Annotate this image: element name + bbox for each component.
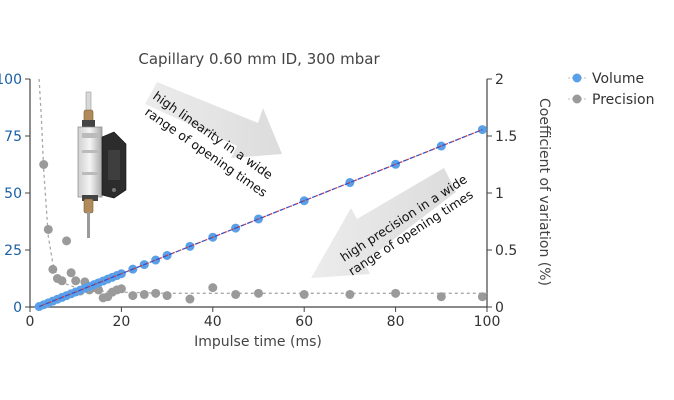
x-tick-label: 40 [204, 314, 222, 330]
x-axis-label: Impulse time (ms) [194, 334, 322, 350]
data-point-precision [208, 283, 218, 293]
y-tick-label: 75 [4, 129, 22, 145]
y-tick-label: 25 [4, 243, 22, 259]
y-tick-label: 50 [4, 186, 22, 202]
trend-line-precision [38, 78, 487, 294]
data-point-precision [71, 276, 81, 286]
data-point-precision [162, 291, 172, 301]
data-point-precision [151, 288, 161, 298]
annotation-arrow-precision [311, 168, 456, 278]
y2-tick-label: 1.5 [495, 129, 517, 145]
data-point-precision [345, 289, 355, 299]
annotation-precision: high precision in a wide range of openin… [311, 168, 476, 279]
data-point-volume [436, 141, 446, 151]
legend-item-volume: Volume [568, 71, 644, 87]
data-point-precision [62, 236, 72, 246]
y2-tick-label: 0 [495, 300, 504, 316]
data-point-precision [231, 289, 241, 299]
x-tick-label: 100 [474, 314, 501, 330]
x-tick-label: 80 [387, 314, 405, 330]
legend-item-precision: Precision [568, 92, 654, 108]
data-point-precision [436, 292, 446, 302]
y2-axis-label: Coefficient of variation (%) [536, 98, 552, 286]
y-tick-label: 0 [13, 300, 22, 316]
x-tick-label: 0 [26, 314, 35, 330]
data-point-precision [66, 268, 76, 278]
annotation-precision-line-1: high precision in a wide [337, 171, 469, 264]
legend-marker-precision [572, 94, 582, 104]
x-tick-label: 20 [112, 314, 130, 330]
data-point-precision [391, 288, 401, 298]
legend-label-precision: Precision [592, 92, 654, 108]
data-point-precision [39, 160, 49, 169]
x-tick-label: 60 [295, 314, 313, 330]
legend-marker-volume [572, 73, 582, 83]
annotation-arrow-linearity [145, 82, 282, 158]
y-tick-label: 100 [0, 72, 22, 88]
legend: Volume Precision [568, 71, 654, 108]
data-point-precision [477, 292, 487, 302]
data-point-precision [43, 224, 53, 234]
dispensing-valve-icon [77, 91, 127, 238]
data-point-precision [48, 264, 58, 274]
data-point-precision [116, 284, 126, 294]
legend-label-volume: Volume [592, 71, 644, 87]
data-point-precision [128, 291, 138, 301]
chart-title: Capillary 0.60 mm ID, 300 mbar [138, 50, 380, 68]
data-point-volume [151, 255, 161, 265]
annotation-linearity: high linearity in a wide range of openin… [142, 82, 282, 200]
trend-line-volume [38, 129, 483, 308]
data-point-precision [57, 276, 67, 286]
y2-tick-label: 1 [495, 186, 504, 202]
data-point-precision [299, 289, 309, 299]
plot-area: 020406080100025507510000.511.52 [0, 72, 517, 330]
y2-tick-label: 2 [495, 72, 504, 88]
y2-tick-label: 0.5 [495, 243, 517, 259]
data-point-precision [139, 289, 149, 299]
data-point-precision [185, 294, 195, 304]
data-point-precision [254, 288, 263, 298]
trend-line-volume-accent [38, 129, 483, 308]
